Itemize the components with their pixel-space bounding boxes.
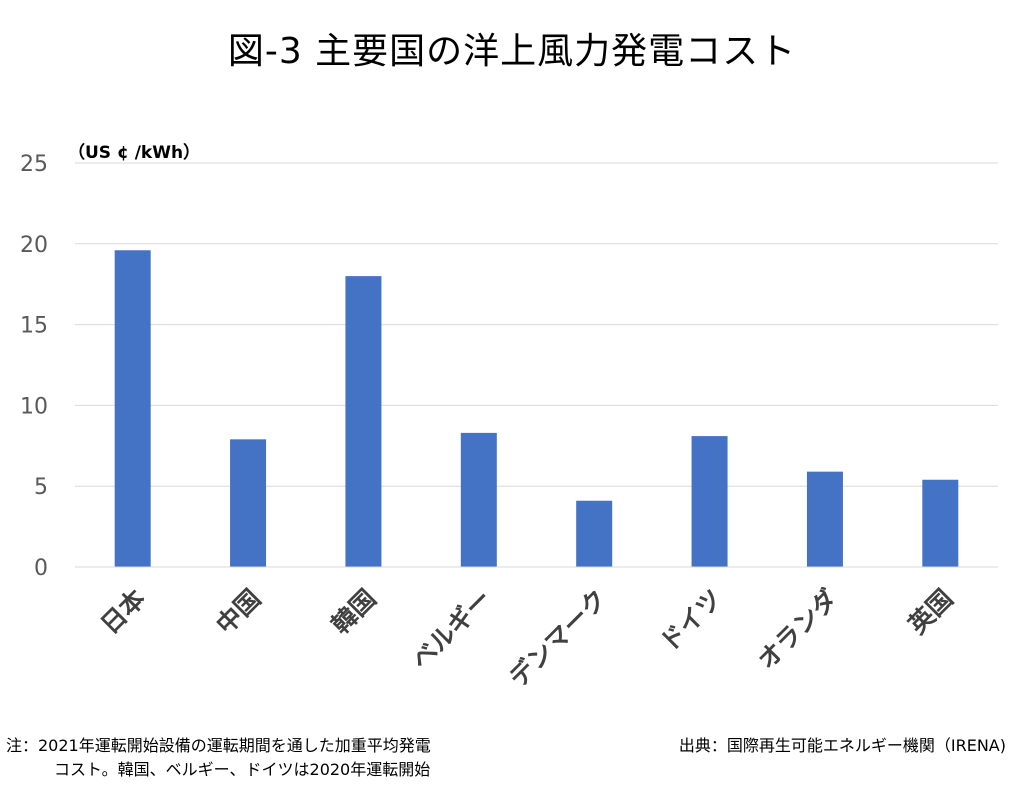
bar bbox=[576, 500, 613, 567]
bar bbox=[114, 250, 151, 567]
bar bbox=[806, 471, 843, 567]
x-category-label: 中国 bbox=[210, 584, 266, 640]
x-category-label: デンマーク bbox=[504, 584, 613, 693]
y-tick-label: 10 bbox=[20, 394, 48, 419]
x-category-label: 韓国 bbox=[326, 584, 382, 640]
y-tick-label: 15 bbox=[20, 314, 48, 339]
x-category-label: 日本 bbox=[95, 584, 151, 640]
x-category-label: オランダ bbox=[752, 584, 843, 675]
x-category-label: 英国 bbox=[903, 584, 959, 640]
bar bbox=[345, 276, 382, 567]
bar-chart: 0 5 10 15 20 25 日本 中国 韓国 ベルギー デンマーク ドイツ オランダ 英国 bbox=[20, 152, 998, 693]
y-tick-label: 0 bbox=[34, 556, 48, 581]
chart-title: 図-3 主要国の洋上風力発電コスト bbox=[227, 31, 797, 72]
bar bbox=[460, 432, 497, 567]
footnote-line-2: コスト。韓国、ベルギー、ドイツは2020年運転開始 bbox=[54, 760, 431, 779]
bar bbox=[691, 436, 728, 567]
y-tick-label: 25 bbox=[20, 152, 48, 177]
y-tick-label: 5 bbox=[34, 475, 48, 500]
x-category-label: ベルギー bbox=[406, 584, 497, 675]
bar bbox=[922, 479, 959, 567]
source-note: 出典：国際再生可能エネルギー機関（IRENA) bbox=[678, 736, 1006, 755]
x-category-label: ドイツ bbox=[654, 584, 728, 658]
y-tick-label: 20 bbox=[20, 233, 48, 258]
footnote: 注：2021年運転開始設備の運転期間を通した加重平均発電 コスト。韓国、ベルギー… bbox=[6, 734, 431, 782]
footnote-line-1: 注：2021年運転開始設備の運転期間を通した加重平均発電 bbox=[6, 736, 431, 755]
y-axis-unit-label: （US ¢ /kWh） bbox=[68, 143, 201, 163]
bar bbox=[230, 439, 267, 567]
